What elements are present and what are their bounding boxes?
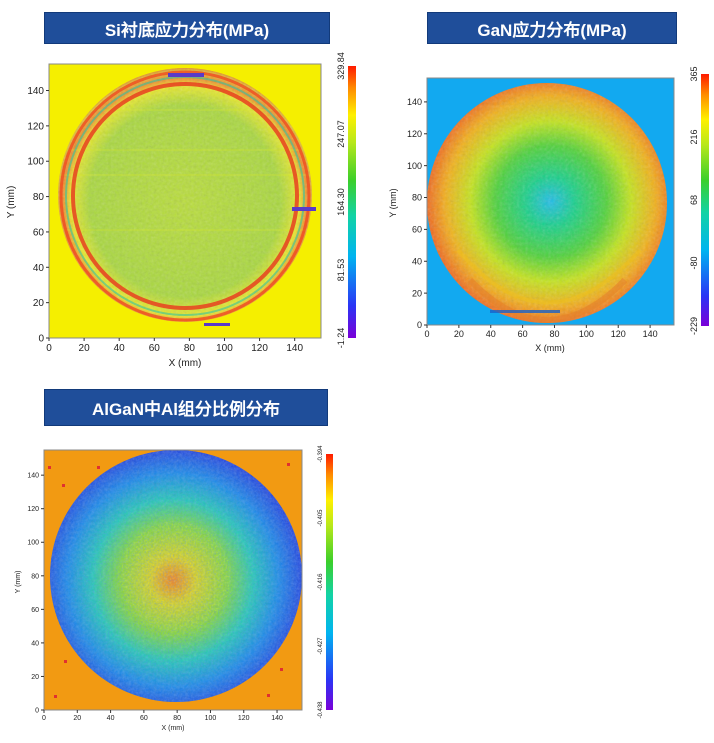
- si-colorbar-tick-label: 164.30: [336, 188, 346, 216]
- al-colorbar-tick-label: -0.427: [318, 637, 324, 655]
- si-ytick-label: 120: [27, 121, 44, 132]
- al-ytick-label: 20: [31, 674, 39, 681]
- gan-ytick-label: 0: [417, 320, 422, 330]
- si-xtick-label: 140: [286, 343, 303, 354]
- si-ytick-label: 100: [27, 157, 44, 168]
- al-colorbar-tick-label: -0.416: [318, 573, 324, 591]
- gan-colorbar-tick-label: 68: [689, 195, 699, 205]
- al-colorbar-ticks: -0.394 -0.405 -0.416 -0.427 -0.438: [318, 445, 324, 719]
- si-y-axis: 0 20 40 60 80 100 120 140: [27, 86, 49, 345]
- gan-colorbar-tick-label: 365: [689, 66, 699, 81]
- gan-colorbar-ticks: 365 216 68 -80 -229: [689, 66, 699, 335]
- si-ytick-label: 140: [27, 86, 44, 97]
- si-colorbar-tick-label: 81.53: [336, 259, 346, 282]
- gan-ytick-label: 80: [412, 193, 422, 203]
- gan-ytick-label: 140: [407, 97, 422, 107]
- si-x-axis: 0 20 40 60 80 100 120 140: [46, 338, 303, 354]
- si-notch-top: [168, 73, 204, 77]
- si-colorbar-tick-label: 247.07: [336, 120, 346, 148]
- gan-xtick-label: 40: [486, 329, 496, 339]
- al-colorbar-tick-label: -0.405: [318, 509, 324, 527]
- al-xtick-label: 100: [205, 715, 217, 722]
- al-colorbar: [326, 454, 333, 710]
- gan-colorbar: [701, 74, 709, 326]
- si-xtick-label: 80: [184, 343, 196, 354]
- si-ytick-label: 60: [33, 227, 45, 238]
- al-xtick-label: 80: [173, 715, 181, 722]
- gan-ytick-label: 20: [412, 288, 422, 298]
- al-xlabel: X (mm): [162, 725, 185, 732]
- al-colorbar-tick-label: -0.438: [318, 701, 324, 719]
- si-xtick-label: 40: [114, 343, 126, 354]
- si-xtick-label: 0: [46, 343, 52, 354]
- gan-ytick-label: 100: [407, 161, 422, 171]
- gan-xtick-label: 100: [579, 329, 594, 339]
- al-xtick-label: 60: [140, 715, 148, 722]
- si-colorbar: [348, 66, 356, 338]
- gan-x-axis: 0 20 40 60 80 100 120 140: [424, 325, 658, 339]
- al-ylabel: Y (mm): [15, 571, 22, 594]
- al-xtick-label: 0: [42, 715, 46, 722]
- gan-xlabel: X (mm): [535, 343, 565, 353]
- si-ytick-label: 20: [33, 298, 45, 309]
- gan-colorbar-tick-label: -229: [689, 317, 699, 335]
- al-colorbar-tick-label: -0.394: [318, 445, 324, 463]
- si-stress-map: 0 20 40 60 80 100 120 140 0 20 40 60 80 100 120 140 X …: [6, 52, 356, 369]
- si-xtick-label: 20: [79, 343, 91, 354]
- gan-stress-map: 0 20 40 60 80 100 120 140 0 20 40 60 80 100 120 140 X …: [388, 66, 709, 353]
- al-ytick-label: 0: [35, 707, 39, 714]
- si-colorbar-tick-label: 329.84: [336, 52, 346, 80]
- al-xtick-label: 140: [271, 715, 283, 722]
- al-ytick-label: 80: [31, 573, 39, 580]
- gan-xtick-label: 140: [643, 329, 658, 339]
- al-ytick-label: 140: [27, 473, 39, 480]
- gan-ytick-label: 40: [412, 256, 422, 266]
- si-colorbar-tick-label: -1.24: [336, 328, 346, 349]
- al-y-axis: 0 20 40 60 80 100 120 140: [27, 473, 44, 714]
- gan-ylabel: Y (mm): [388, 188, 398, 217]
- gan-xtick-label: 0: [424, 329, 429, 339]
- si-ylabel: Y (mm): [6, 186, 17, 219]
- si-stress-title: Si衬底应力分布(MPa): [44, 12, 330, 44]
- al-x-axis: 0 20 40 60 80 100 120 140: [42, 710, 283, 722]
- algan-al-map: 0 20 40 60 80 100 120 140 0 20 40 60 80 100 120 140 X …: [15, 445, 333, 732]
- gan-xtick-label: 60: [518, 329, 528, 339]
- gan-ytick-label: 60: [412, 225, 422, 235]
- al-ytick-label: 100: [27, 540, 39, 547]
- al-xtick-label: 40: [107, 715, 115, 722]
- al-xtick-label: 20: [73, 715, 81, 722]
- gan-xtick-label: 80: [549, 329, 559, 339]
- si-xtick-label: 60: [149, 343, 161, 354]
- al-ytick-label: 120: [27, 506, 39, 513]
- gan-y-axis: 0 20 40 60 80 100 120 140: [407, 97, 427, 330]
- si-xtick-label: 100: [216, 343, 233, 354]
- gan-xtick-label: 20: [454, 329, 464, 339]
- gan-xtick-label: 120: [611, 329, 626, 339]
- algan-al-title: AlGaN中Al组分比例分布: [44, 389, 328, 426]
- al-edge-markers: [48, 463, 290, 698]
- si-ytick-label: 40: [33, 263, 45, 274]
- gan-stress-title: GaN应力分布(MPa): [427, 12, 677, 44]
- al-ytick-label: 60: [31, 607, 39, 614]
- si-xtick-label: 120: [251, 343, 268, 354]
- al-ytick-label: 40: [31, 640, 39, 647]
- si-colorbar-ticks: 329.84 247.07 164.30 81.53 -1.24: [336, 52, 346, 348]
- gan-colorbar-tick-label: 216: [689, 129, 699, 144]
- gan-colorbar-tick-label: -80: [689, 256, 699, 269]
- si-ytick-label: 80: [33, 192, 45, 203]
- gan-ytick-label: 120: [407, 129, 422, 139]
- si-notch-bottom: [204, 323, 230, 326]
- si-notch-right: [292, 207, 316, 211]
- al-xtick-label: 120: [238, 715, 250, 722]
- si-ytick-label: 0: [38, 334, 44, 345]
- si-xlabel: X (mm): [169, 358, 202, 369]
